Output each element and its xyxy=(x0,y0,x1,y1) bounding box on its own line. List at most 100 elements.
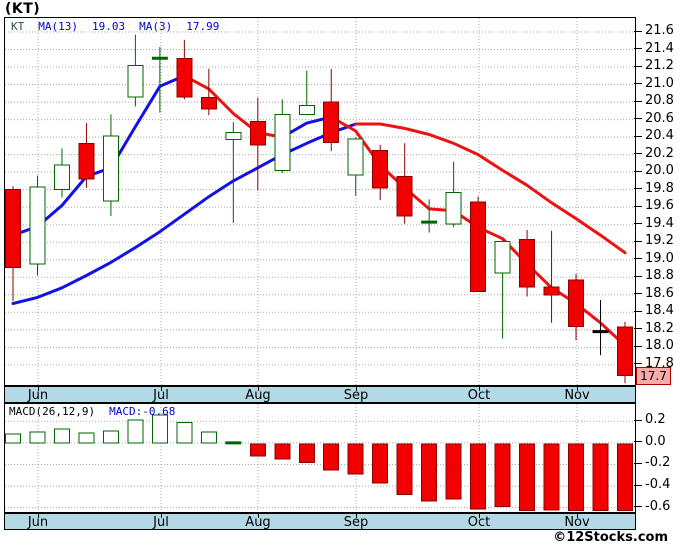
candlestick xyxy=(274,99,291,174)
candlestick xyxy=(29,175,46,276)
candlestick xyxy=(127,34,144,107)
price-axis-label: 19.4 xyxy=(645,215,674,231)
price-axis-tick xyxy=(634,188,642,190)
price-axis-tick xyxy=(634,275,642,277)
candle-body xyxy=(298,105,315,115)
macd-bar-negative xyxy=(617,443,633,512)
candlestick xyxy=(445,161,462,228)
price-axis-tick xyxy=(634,118,642,120)
macd-bar-negative xyxy=(543,443,560,511)
candle-body xyxy=(102,135,119,202)
month-tick xyxy=(38,513,39,518)
macd-legend: MACD(26,12,9) MACD:-0.68 xyxy=(9,405,175,418)
candle-body xyxy=(347,138,364,176)
price-month-axis: Jun Jul Aug Sep Oct Nov xyxy=(4,386,636,403)
macd-bar-positive xyxy=(29,431,46,444)
price-axis-tick xyxy=(634,205,642,207)
macd-axis: 0.2 0.0 -0.2 -0.4 -0.6 xyxy=(634,403,679,513)
macd-axis-tick xyxy=(634,484,642,486)
ma13-line-segment xyxy=(11,122,358,305)
macd-bar-positive xyxy=(78,432,95,444)
month-label: Sep xyxy=(343,515,369,530)
candlestick xyxy=(200,68,217,116)
candle-body xyxy=(494,240,511,274)
ma13-line-segment xyxy=(354,122,627,255)
month-label: Oct xyxy=(467,388,491,403)
price-axis-tick xyxy=(634,363,642,365)
candle-body xyxy=(519,239,536,288)
candle-body xyxy=(372,149,389,189)
month-label: Jun xyxy=(27,515,49,530)
month-tick xyxy=(258,513,259,518)
macd-bar-negative xyxy=(470,443,487,510)
macd-bar-negative xyxy=(274,443,291,460)
month-label: Aug xyxy=(245,515,271,530)
macd-params-label: MACD(26,12,9) xyxy=(9,405,96,418)
month-label: Jun xyxy=(27,388,49,403)
ma13-legend-value: 19.03 xyxy=(92,20,126,33)
macd-axis-label: -0.4 xyxy=(645,477,671,493)
price-axis-label: 19.2 xyxy=(645,233,674,249)
price-axis-tick xyxy=(634,30,642,32)
price-axis-tick xyxy=(634,223,642,225)
month-tick xyxy=(577,513,578,518)
page-title: (KT) xyxy=(5,1,41,17)
price-axis-tick xyxy=(634,240,642,242)
macd-bar-positive xyxy=(200,431,217,444)
candle-body xyxy=(543,286,560,296)
price-axis: 21.6 21.4 21.2 21.0 20.8 20.6 20.4 20.2 20.0 19.8… xyxy=(634,17,679,387)
candlestick xyxy=(225,122,242,223)
macd-bar-positive xyxy=(176,421,193,444)
month-label: Nov xyxy=(564,515,590,530)
month-tick xyxy=(258,386,259,391)
month-tick xyxy=(161,513,162,518)
month-label: Aug xyxy=(245,388,271,403)
macd-bar-negative xyxy=(298,443,315,463)
macd-value-label: MACD:-0.68 xyxy=(109,405,176,418)
macd-panel: MACD(26,12,9) MACD:-0.68 xyxy=(4,403,636,513)
candlestick xyxy=(176,39,193,100)
macd-axis-label: -0.2 xyxy=(645,455,671,471)
month-label: Jul xyxy=(153,515,169,530)
month-label: Sep xyxy=(343,388,369,403)
price-axis-label: 19.6 xyxy=(645,198,674,214)
price-axis-label: 20.8 xyxy=(645,93,674,109)
price-axis-label: 19.0 xyxy=(645,250,674,266)
price-axis-label: 21.4 xyxy=(645,40,674,56)
price-axis-label: 21.0 xyxy=(645,75,674,91)
month-tick xyxy=(577,386,578,391)
month-label: Nov xyxy=(564,388,590,403)
candle-body xyxy=(249,120,266,146)
candle-body xyxy=(470,201,487,292)
macd-bar-negative xyxy=(494,443,511,508)
candlestick xyxy=(5,186,21,301)
price-axis-tick xyxy=(634,170,642,172)
month-tick xyxy=(161,386,162,391)
macd-axis-tick xyxy=(634,462,642,464)
price-axis-tick xyxy=(634,258,642,260)
candlestick xyxy=(102,114,119,216)
macd-canvas xyxy=(5,404,635,512)
macd-bar-positive xyxy=(102,430,119,444)
candlestick xyxy=(568,273,585,341)
candlestick xyxy=(347,137,364,196)
price-axis-label: 18.2 xyxy=(645,320,674,336)
macd-bar-negative xyxy=(323,443,340,471)
month-tick xyxy=(479,386,480,391)
price-axis-label: 18.0 xyxy=(645,338,674,354)
price-chart-legend: KT MA(13) 19.03 MA(3) 17.99 xyxy=(11,20,219,33)
price-axis-tick xyxy=(634,345,642,347)
price-axis-label: 18.4 xyxy=(645,303,674,319)
price-axis-label: 21.6 xyxy=(645,23,674,38)
candlestick xyxy=(592,300,609,356)
candlestick xyxy=(543,230,560,323)
price-axis-tick xyxy=(634,65,642,67)
month-tick xyxy=(38,386,39,391)
price-axis-tick xyxy=(634,310,642,312)
ma3-line-segment xyxy=(280,115,333,139)
month-tick xyxy=(356,513,357,518)
candlestick xyxy=(519,229,536,297)
watermark: ©12Stocks.com xyxy=(553,530,668,545)
candlestick xyxy=(421,199,438,233)
